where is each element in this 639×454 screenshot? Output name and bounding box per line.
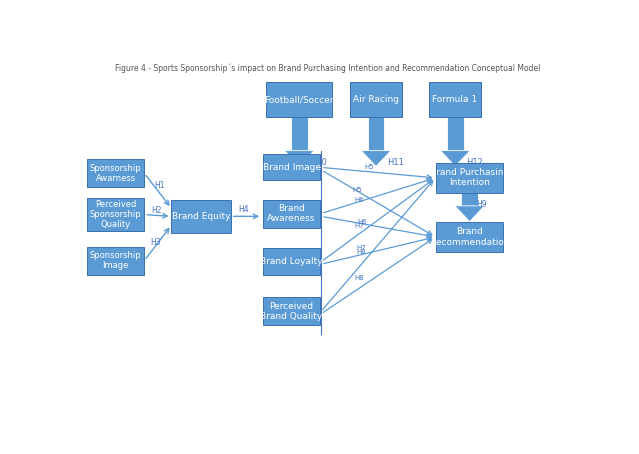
FancyBboxPatch shape xyxy=(88,247,144,275)
Text: H6: H6 xyxy=(355,197,364,202)
Polygon shape xyxy=(291,118,308,151)
Text: H9: H9 xyxy=(476,200,487,209)
Text: H1: H1 xyxy=(154,181,164,190)
Polygon shape xyxy=(361,151,391,166)
FancyBboxPatch shape xyxy=(88,159,144,188)
Text: Formula 1: Formula 1 xyxy=(433,95,477,104)
FancyBboxPatch shape xyxy=(263,154,320,180)
FancyBboxPatch shape xyxy=(263,297,320,326)
Text: Sponsorship
Image: Sponsorship Image xyxy=(90,251,142,271)
Text: Brand
Awareness: Brand Awareness xyxy=(267,204,316,223)
FancyBboxPatch shape xyxy=(350,83,402,118)
Text: H7: H7 xyxy=(356,245,366,251)
FancyBboxPatch shape xyxy=(436,163,504,192)
Text: H6: H6 xyxy=(357,219,367,225)
Text: Perceived
Sponsorship
Quality: Perceived Sponsorship Quality xyxy=(90,199,142,229)
Polygon shape xyxy=(367,118,385,151)
Text: H12: H12 xyxy=(466,158,483,168)
Text: H2: H2 xyxy=(151,206,162,215)
Text: H8: H8 xyxy=(355,275,364,281)
Polygon shape xyxy=(440,151,470,166)
Text: H5: H5 xyxy=(352,187,362,192)
Polygon shape xyxy=(461,192,478,206)
Text: Figure 4 - Sports Sponsorship´s impact on Brand Purchasing Intention and Recomme: Figure 4 - Sports Sponsorship´s impact o… xyxy=(115,63,540,73)
FancyBboxPatch shape xyxy=(436,222,504,252)
Text: Brand Equity: Brand Equity xyxy=(172,212,231,221)
FancyBboxPatch shape xyxy=(171,200,231,233)
Text: Air Racing: Air Racing xyxy=(353,95,399,104)
Text: H7: H7 xyxy=(355,222,364,228)
Polygon shape xyxy=(455,206,484,222)
FancyBboxPatch shape xyxy=(88,198,144,231)
Text: Brand Purchasing
Intention: Brand Purchasing Intention xyxy=(430,168,509,188)
FancyBboxPatch shape xyxy=(263,248,320,275)
Text: Brand
Recommendation: Brand Recommendation xyxy=(430,227,510,247)
Text: Football/Soccer: Football/Soccer xyxy=(265,95,334,104)
FancyBboxPatch shape xyxy=(263,200,320,227)
FancyBboxPatch shape xyxy=(429,83,481,118)
Text: Perceived
Brand Quality: Perceived Brand Quality xyxy=(261,302,323,321)
Text: H10: H10 xyxy=(310,158,327,168)
Text: Brand Loyalty: Brand Loyalty xyxy=(260,257,323,266)
Polygon shape xyxy=(284,151,314,166)
Text: Sponsorship
Awarness: Sponsorship Awarness xyxy=(90,163,142,183)
FancyBboxPatch shape xyxy=(266,83,332,118)
Text: H5: H5 xyxy=(365,164,374,170)
Polygon shape xyxy=(447,118,464,151)
Text: Brand Image: Brand Image xyxy=(263,163,321,172)
Text: H3: H3 xyxy=(150,238,160,247)
Text: H11: H11 xyxy=(387,158,404,168)
Text: H8: H8 xyxy=(356,249,366,255)
Text: H4: H4 xyxy=(238,206,249,214)
